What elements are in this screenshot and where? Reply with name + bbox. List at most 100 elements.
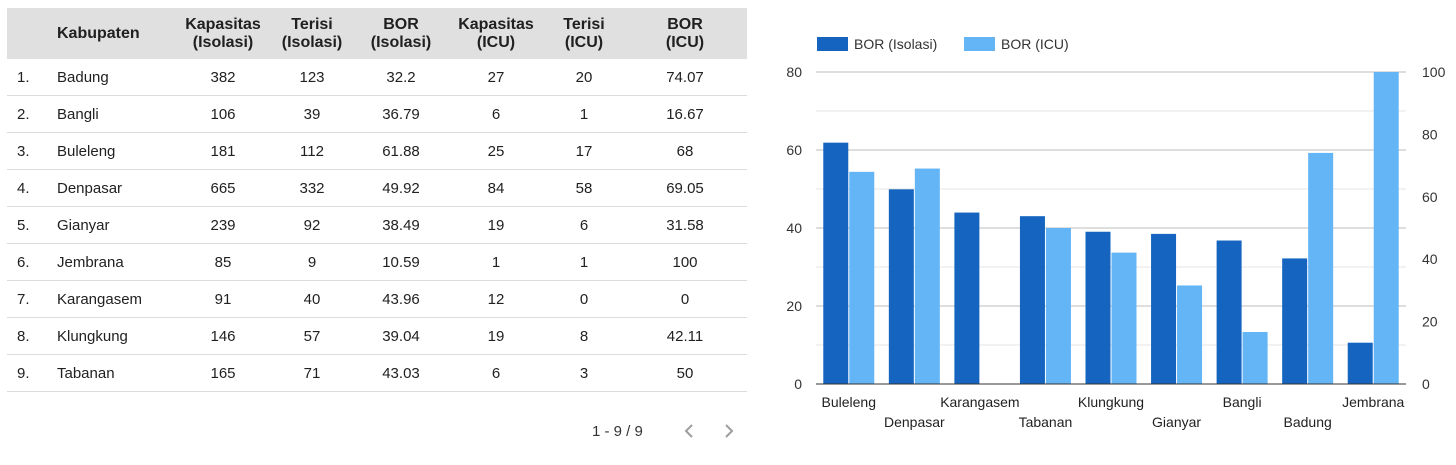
column-header-1[interactable]: Kabupaten <box>53 8 177 59</box>
bar-bor-icu <box>1111 252 1137 384</box>
cell-no: 1. <box>7 59 53 96</box>
legend-label: BOR (ICU) <box>1001 36 1069 52</box>
bar-bor-icu <box>914 168 940 384</box>
x-category-label: Gianyar <box>1152 414 1201 430</box>
pagination: 1 - 9 / 9 <box>592 415 749 447</box>
column-header-line1: BOR <box>667 15 703 33</box>
bar-bor-isolasi <box>1347 342 1373 384</box>
y-left-tick-label: 0 <box>794 376 802 392</box>
bar-bor-isolasi <box>954 212 980 384</box>
cell-terisi-isolasi: 112 <box>269 132 355 170</box>
cell-no: 3. <box>7 132 53 170</box>
bar-bor-isolasi <box>1216 240 1242 384</box>
cell-terisi-isolasi: 40 <box>269 280 355 318</box>
x-category-label: Bangli <box>1223 394 1262 410</box>
cell-terisi-isolasi: 9 <box>269 243 355 281</box>
column-header-line2: (Isolasi) <box>281 33 343 51</box>
table-row[interactable]: 6. Jembrana 85 9 10.59 1 1 100 <box>7 243 747 281</box>
cell-bor-icu: 74.07 <box>623 59 747 96</box>
bor-chart-panel: 0 20 40 60 80 0 20 40 60 80 100 Buleleng Denpasar Kar… <box>760 0 1456 465</box>
cell-kap-icu: 25 <box>447 132 545 170</box>
table-row[interactable]: 3. Buleleng 181 112 61.88 25 17 68 <box>7 132 747 170</box>
cell-terisi-icu: 0 <box>545 280 623 318</box>
column-header-line1: Kapasitas <box>185 15 261 33</box>
column-header-line1: Terisi <box>291 15 333 33</box>
x-category-label: Buleleng <box>822 394 877 410</box>
bar-bor-icu <box>1373 72 1399 384</box>
cell-kap-icu: 19 <box>447 206 545 244</box>
table-row[interactable]: 7. Karangasem 91 40 43.96 12 0 0 <box>7 280 747 318</box>
cell-no: 2. <box>7 95 53 133</box>
cell-no: 7. <box>7 280 53 318</box>
column-header-6[interactable]: Terisi (ICU) <box>545 8 623 59</box>
column-header-5[interactable]: Kapasitas (ICU) <box>447 8 545 59</box>
cell-kap-isolasi: 382 <box>177 59 269 96</box>
cell-kap-isolasi: 85 <box>177 243 269 281</box>
table-row[interactable]: 1. Badung 382 123 32.2 27 20 74.07 <box>7 59 747 96</box>
table-row[interactable]: 9. Tabanan 165 71 43.03 6 3 50 <box>7 354 747 392</box>
cell-bor-icu: 100 <box>623 243 747 281</box>
column-header-line1: Terisi <box>563 15 605 33</box>
chevron-right-icon <box>725 424 734 438</box>
column-header-3[interactable]: Terisi (Isolasi) <box>269 8 355 59</box>
bar-bor-isolasi <box>1151 233 1177 384</box>
cell-bor-isolasi: 61.88 <box>355 132 447 170</box>
cell-no: 9. <box>7 354 53 392</box>
cell-bor-isolasi: 43.96 <box>355 280 447 318</box>
cell-kap-icu: 6 <box>447 354 545 392</box>
x-category-label: Jembrana <box>1342 394 1404 410</box>
bar-bor-isolasi <box>1282 258 1308 384</box>
prev-page-button[interactable] <box>669 415 709 447</box>
cell-terisi-icu: 1 <box>545 95 623 133</box>
table-row[interactable]: 2. Bangli 106 39 36.79 6 1 16.67 <box>7 95 747 133</box>
cell-terisi-icu: 20 <box>545 59 623 96</box>
bar-bor-isolasi <box>1019 216 1045 384</box>
cell-kabupaten: Gianyar <box>53 206 177 244</box>
cell-no: 4. <box>7 169 53 207</box>
cell-terisi-isolasi: 92 <box>269 206 355 244</box>
x-category-label: Badung <box>1284 414 1332 430</box>
cell-kabupaten: Denpasar <box>53 169 177 207</box>
pagination-range: 1 - 9 / 9 <box>592 422 643 440</box>
y-right-tick-label: 20 <box>1422 314 1438 330</box>
data-table-panel: Kabupaten Kapasitas (Isolasi) Terisi (Isolas… <box>7 8 747 392</box>
cell-kabupaten: Buleleng <box>53 132 177 170</box>
cell-kap-icu: 12 <box>447 280 545 318</box>
cell-kap-icu: 27 <box>447 59 545 96</box>
cell-terisi-icu: 3 <box>545 354 623 392</box>
x-category-label: Tabanan <box>1019 414 1073 430</box>
cell-kap-icu: 1 <box>447 243 545 281</box>
cell-bor-icu: 50 <box>623 354 747 392</box>
column-header-line1: Kabupaten <box>57 24 140 42</box>
table-row[interactable]: 4. Denpasar 665 332 49.92 84 58 69.05 <box>7 169 747 207</box>
column-header-2[interactable]: Kapasitas (Isolasi) <box>177 8 269 59</box>
y-right-tick-label: 0 <box>1422 376 1430 392</box>
bar-bor-isolasi <box>1085 231 1111 384</box>
cell-kap-isolasi: 665 <box>177 169 269 207</box>
column-header-7[interactable]: BOR (ICU) <box>623 8 747 59</box>
bar-bor-icu <box>849 171 875 384</box>
y-left-tick-label: 80 <box>786 64 802 80</box>
y-right-tick-label: 80 <box>1422 126 1438 142</box>
cell-kap-isolasi: 91 <box>177 280 269 318</box>
cell-kap-isolasi: 146 <box>177 317 269 355</box>
y-left-tick-label: 60 <box>786 142 802 158</box>
cell-terisi-icu: 17 <box>545 132 623 170</box>
table-row[interactable]: 8. Klungkung 146 57 39.04 19 8 42.11 <box>7 317 747 355</box>
next-page-button[interactable] <box>709 415 749 447</box>
cell-bor-icu: 0 <box>623 280 747 318</box>
y-right-tick-label: 60 <box>1422 189 1438 205</box>
column-header-line2: (ICU) <box>665 33 705 51</box>
cell-bor-isolasi: 10.59 <box>355 243 447 281</box>
cell-bor-isolasi: 43.03 <box>355 354 447 392</box>
table-row[interactable]: 5. Gianyar 239 92 38.49 19 6 31.58 <box>7 206 747 244</box>
cell-no: 5. <box>7 206 53 244</box>
cell-kabupaten: Karangasem <box>53 280 177 318</box>
cell-no: 6. <box>7 243 53 281</box>
y-right-tick-label: 100 <box>1422 64 1446 80</box>
bar-bor-isolasi <box>823 142 849 384</box>
column-header-4[interactable]: BOR (Isolasi) <box>355 8 447 59</box>
column-header-line2: (ICU) <box>476 33 516 51</box>
column-header-0[interactable] <box>7 8 53 59</box>
legend-swatch-bor-isolasi <box>817 37 848 51</box>
